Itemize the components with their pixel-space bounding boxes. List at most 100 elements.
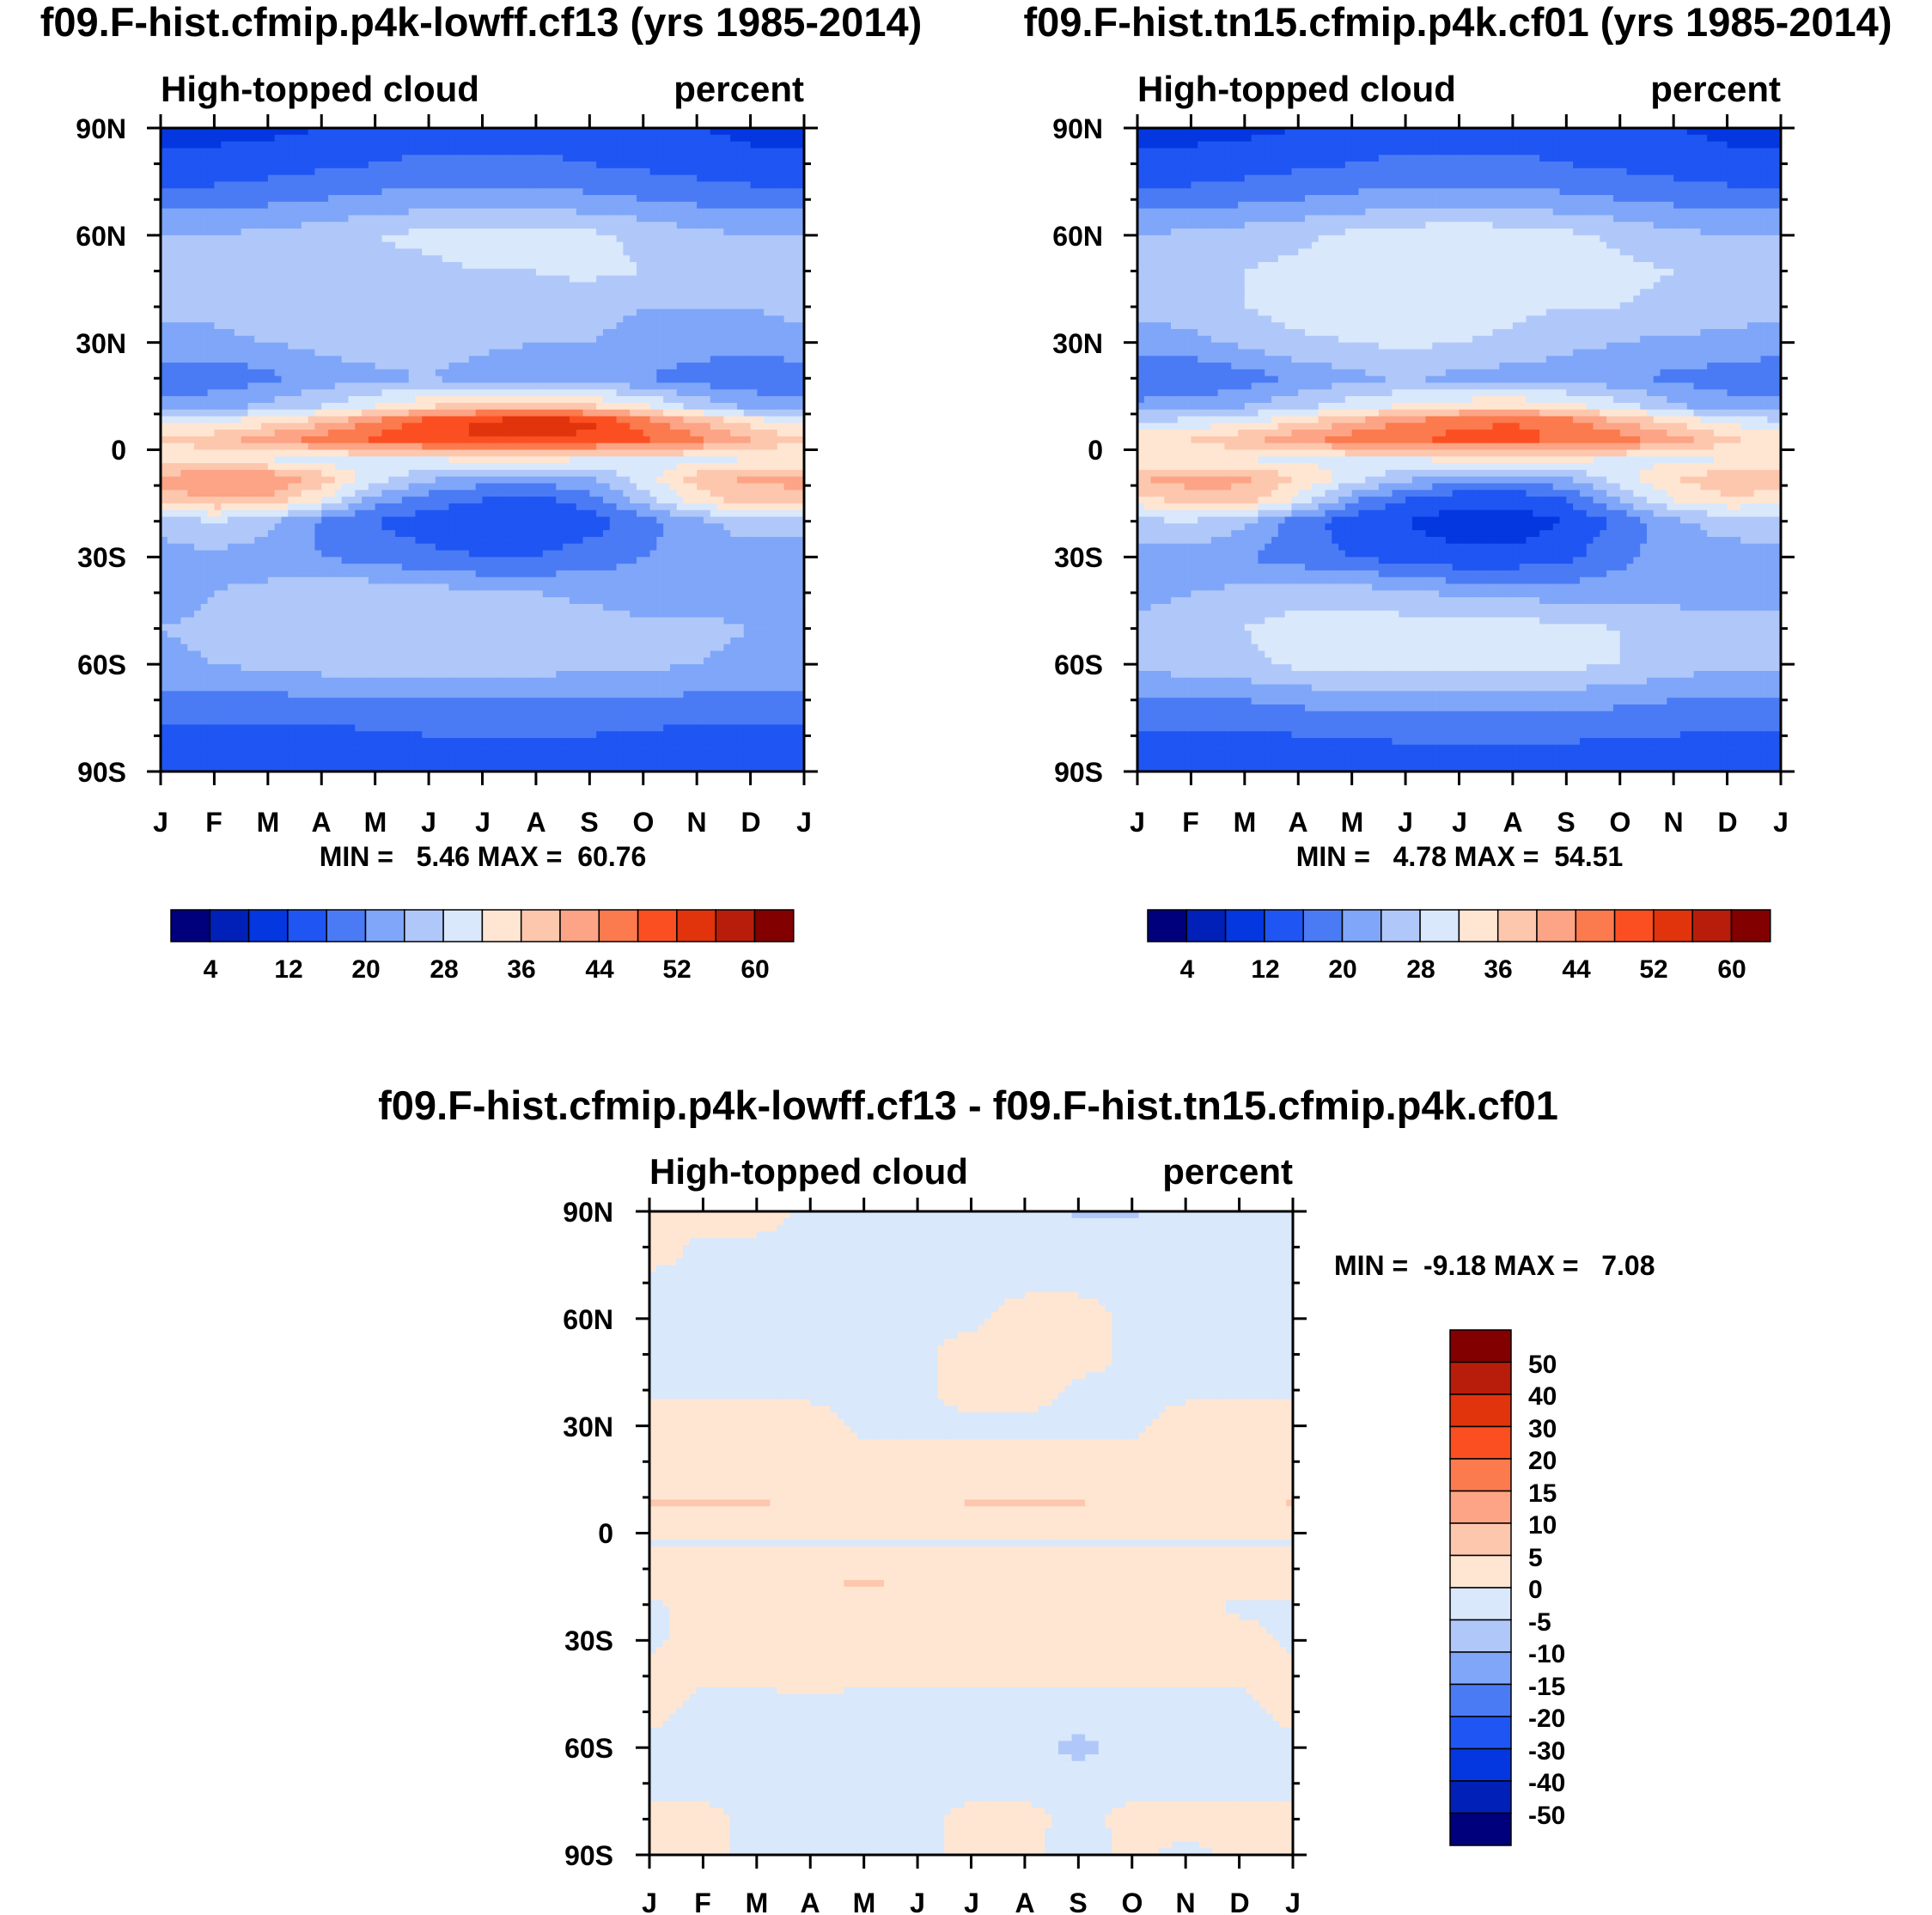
contour-cell	[180, 302, 188, 310]
contour-cell	[321, 443, 329, 451]
contour-cell	[522, 329, 530, 337]
contour-cell	[302, 168, 309, 176]
contour-cell	[710, 168, 718, 176]
contour-cell	[308, 456, 316, 464]
contour-cell	[174, 175, 182, 183]
contour-cell	[235, 315, 242, 323]
contour-cell	[295, 135, 302, 143]
contour-cell	[348, 229, 356, 236]
contour-cell	[275, 148, 283, 156]
contour-cell	[268, 356, 276, 363]
contour-cell	[375, 168, 383, 176]
contour-cell	[362, 142, 369, 149]
contour-cell	[335, 423, 343, 430]
contour-cell	[751, 255, 759, 263]
contour-cell	[422, 289, 430, 296]
contour-cell	[174, 369, 182, 377]
contour-cell	[247, 289, 255, 296]
contour-cell	[328, 235, 336, 243]
contour-cell	[764, 396, 771, 404]
contour-cell	[187, 343, 195, 351]
contour-cell	[375, 135, 383, 143]
contour-cell	[690, 410, 698, 418]
contour-cell	[462, 168, 470, 176]
contour-cell	[247, 329, 255, 337]
contour-cell	[261, 369, 269, 377]
contour-cell	[603, 142, 611, 149]
contour-cell	[328, 248, 336, 256]
contour-cell	[730, 302, 738, 310]
contour-cell	[777, 389, 785, 397]
contour-cell	[670, 215, 678, 223]
contour-cell	[395, 403, 403, 411]
contour-cell	[448, 142, 456, 149]
contour-cell	[704, 322, 711, 330]
contour-cell	[717, 209, 725, 217]
contour-cell	[637, 410, 644, 418]
contour-cell	[409, 315, 417, 323]
contour-cell	[187, 188, 195, 196]
contour-cell	[643, 269, 651, 277]
contour-cell	[180, 450, 188, 458]
contour-cell	[570, 322, 577, 330]
contour-cell	[261, 215, 269, 223]
contour-cell	[462, 416, 470, 424]
contour-cell	[637, 188, 644, 196]
contour-cell	[656, 470, 664, 478]
contour-cell	[228, 430, 235, 437]
contour-cell	[790, 229, 798, 236]
contour-cell	[342, 215, 350, 223]
contour-cell	[295, 242, 302, 250]
contour-cell	[469, 181, 477, 189]
contour-cell	[288, 349, 296, 357]
contour-cell	[563, 389, 570, 397]
contour-cell	[469, 195, 477, 203]
contour-cell	[684, 255, 692, 263]
contour-cell	[168, 430, 175, 437]
contour-cell	[476, 349, 484, 357]
contour-cell	[596, 255, 604, 263]
contour-cell	[409, 175, 417, 183]
contour-cell	[415, 430, 423, 437]
contour-cell	[777, 403, 785, 411]
contour-cell	[710, 389, 718, 397]
contour-cell	[254, 436, 262, 444]
contour-cell	[623, 450, 631, 458]
contour-cell	[362, 470, 369, 478]
contour-cell	[643, 436, 651, 444]
contour-cell	[415, 416, 423, 424]
contour-cell	[381, 235, 389, 243]
contour-cell	[751, 302, 759, 310]
contour-cell	[235, 262, 242, 270]
contour-cell	[550, 195, 558, 203]
contour-cell	[784, 363, 792, 370]
contour-cell	[509, 296, 517, 303]
contour-cell	[790, 155, 798, 162]
contour-cell	[563, 148, 570, 156]
contour-cell	[469, 248, 477, 256]
contour-cell	[637, 450, 644, 458]
contour-cell	[168, 470, 175, 478]
contour-cell	[174, 389, 182, 397]
contour-cell	[697, 269, 704, 277]
contour-cell	[348, 202, 356, 210]
contour-cell	[295, 396, 302, 404]
contour-cell	[684, 382, 692, 390]
contour-cell	[429, 450, 436, 458]
contour-cell	[247, 255, 255, 263]
contour-cell	[771, 450, 778, 458]
contour-cell	[583, 269, 591, 277]
contour-cell	[556, 248, 564, 256]
contour-cell	[314, 168, 322, 176]
contour-cell	[630, 289, 637, 296]
contour-cell	[556, 188, 564, 196]
contour-cell	[656, 148, 664, 156]
contour-cell	[228, 282, 235, 290]
contour-cell	[684, 356, 692, 363]
contour-cell	[247, 356, 255, 363]
contour-cell	[764, 155, 771, 162]
contour-cell	[643, 423, 651, 430]
contour-cell	[570, 315, 577, 323]
contour-cell	[570, 162, 577, 169]
contour-cell	[208, 456, 216, 464]
